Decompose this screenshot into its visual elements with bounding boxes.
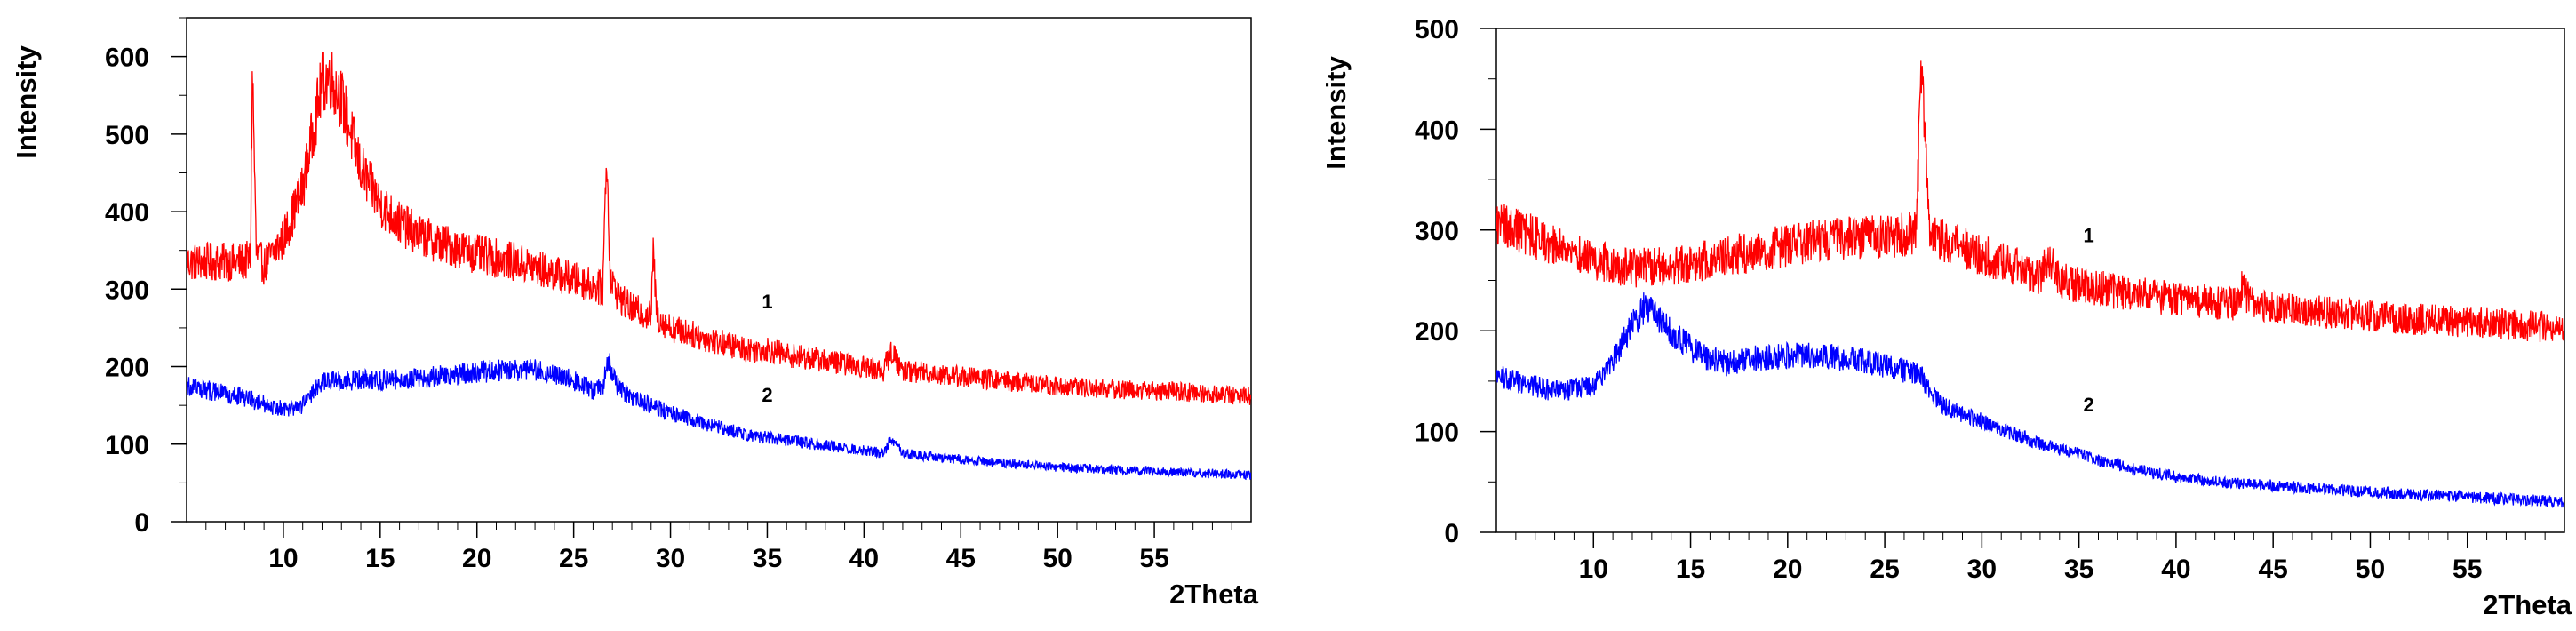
x-tick-label: 55 xyxy=(1139,544,1168,573)
x-tick-label: 15 xyxy=(365,544,395,573)
x-tick-label: 40 xyxy=(2161,555,2190,584)
series-line-1 xyxy=(1496,60,2564,343)
x-tick-label: 25 xyxy=(1870,555,1899,584)
x-tick-label: 50 xyxy=(1042,544,1072,573)
x-axis-title: 2Theta xyxy=(1169,579,1259,610)
x-tick-label: 45 xyxy=(946,544,976,573)
series-label-1: 1 xyxy=(2083,224,2093,246)
y-tick-label: 500 xyxy=(1415,15,1459,44)
series-label-1: 1 xyxy=(762,291,772,313)
x-tick-label: 40 xyxy=(849,544,879,573)
series-group xyxy=(1496,60,2564,508)
y-axis-title: Intensity xyxy=(1320,56,1352,170)
y-tick-label: 400 xyxy=(1415,116,1459,145)
series-label-2: 2 xyxy=(2083,394,2093,416)
x-tick-label: 20 xyxy=(462,544,491,573)
chart-right: 10 15 20 25 30 35 40 45 50 55 0 100 200 300 400 500 2The… xyxy=(1320,15,2572,620)
y-tick-label: 0 xyxy=(1444,519,1459,548)
x-tick-label: 10 xyxy=(1579,555,1608,584)
x-tick-label: 20 xyxy=(1773,555,1802,584)
y-tick-label: 500 xyxy=(105,121,149,150)
y-tick-label: 300 xyxy=(105,276,149,305)
y-tick-label: 300 xyxy=(1415,217,1459,246)
x-tick-label: 30 xyxy=(1967,555,1997,584)
series-line-2 xyxy=(187,353,1251,481)
y-tick-label: 100 xyxy=(105,431,149,460)
y-tick-label: 200 xyxy=(105,354,149,383)
x-tick-label: 30 xyxy=(656,544,685,573)
series-line-2 xyxy=(1496,292,2564,508)
x-tick-label: 55 xyxy=(2452,555,2482,584)
series-label-2: 2 xyxy=(762,384,772,406)
y-tick-label: 0 xyxy=(134,508,149,538)
chart-left: 10 15 20 25 30 35 40 45 50 55 0 100 200 300 400 500 600 2… xyxy=(11,17,1259,610)
series-group xyxy=(187,52,1251,481)
y-tick-label: 100 xyxy=(1415,419,1459,448)
x-tick-label: 25 xyxy=(559,544,588,573)
x-tick-label: 10 xyxy=(268,544,298,573)
series-line-1 xyxy=(187,52,1251,405)
x-tick-label: 35 xyxy=(753,544,782,573)
y-tick-label: 400 xyxy=(105,198,149,228)
x-tick-label: 35 xyxy=(2064,555,2093,584)
x-tick-label: 45 xyxy=(2258,555,2287,584)
y-tick-label: 200 xyxy=(1415,317,1459,347)
x-tick-label: 50 xyxy=(2356,555,2385,584)
y-tick-label: 600 xyxy=(105,44,149,73)
x-axis-title: 2Theta xyxy=(2483,589,2572,620)
x-tick-label: 15 xyxy=(1676,555,1705,584)
y-axis-title: Intensity xyxy=(11,45,42,159)
